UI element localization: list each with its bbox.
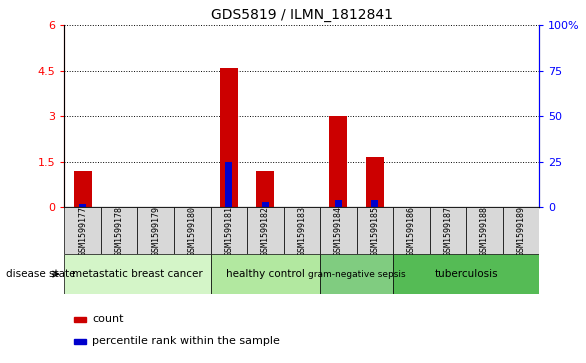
Text: GSM1599186: GSM1599186 xyxy=(407,205,416,256)
Bar xyxy=(64,207,101,254)
Bar xyxy=(220,68,238,207)
Bar xyxy=(371,200,379,207)
Bar xyxy=(366,157,384,207)
Title: GDS5819 / ILMN_1812841: GDS5819 / ILMN_1812841 xyxy=(211,8,393,22)
Bar xyxy=(210,254,320,294)
Text: gram-negative sepsis: gram-negative sepsis xyxy=(308,270,406,278)
Text: GSM1599185: GSM1599185 xyxy=(370,205,379,256)
Bar xyxy=(320,254,393,294)
Bar xyxy=(225,162,233,207)
Bar xyxy=(335,200,342,207)
Text: tuberculosis: tuberculosis xyxy=(434,269,498,279)
Bar xyxy=(64,254,210,294)
Bar xyxy=(430,207,466,254)
Text: GSM1599188: GSM1599188 xyxy=(480,205,489,256)
Text: GSM1599183: GSM1599183 xyxy=(297,205,306,256)
Text: GSM1599184: GSM1599184 xyxy=(334,205,343,256)
Bar xyxy=(138,207,174,254)
Bar xyxy=(74,318,86,322)
Bar xyxy=(247,207,284,254)
Bar xyxy=(356,207,393,254)
Bar xyxy=(256,171,274,207)
Text: GSM1599177: GSM1599177 xyxy=(78,205,87,256)
Bar xyxy=(284,207,320,254)
Bar xyxy=(174,207,210,254)
Text: healthy control: healthy control xyxy=(226,269,305,279)
Bar xyxy=(393,207,430,254)
Bar xyxy=(74,339,86,344)
Bar xyxy=(503,207,539,254)
Text: disease state: disease state xyxy=(6,269,76,279)
Bar xyxy=(393,254,539,294)
Text: GSM1599187: GSM1599187 xyxy=(444,205,452,256)
Text: count: count xyxy=(92,314,124,324)
Bar xyxy=(466,207,503,254)
Text: metastatic breast cancer: metastatic breast cancer xyxy=(72,269,203,279)
Text: percentile rank within the sample: percentile rank within the sample xyxy=(92,336,280,346)
Text: GSM1599180: GSM1599180 xyxy=(188,205,197,256)
Text: GSM1599179: GSM1599179 xyxy=(151,205,160,256)
Text: GSM1599189: GSM1599189 xyxy=(516,205,526,256)
Text: GSM1599178: GSM1599178 xyxy=(115,205,124,256)
Bar xyxy=(320,207,356,254)
Text: GSM1599181: GSM1599181 xyxy=(224,205,233,256)
Bar xyxy=(261,202,269,207)
Bar xyxy=(329,116,347,207)
Bar xyxy=(210,207,247,254)
Bar xyxy=(74,171,92,207)
Text: GSM1599182: GSM1599182 xyxy=(261,205,270,256)
Bar xyxy=(101,207,138,254)
Bar xyxy=(79,204,86,207)
